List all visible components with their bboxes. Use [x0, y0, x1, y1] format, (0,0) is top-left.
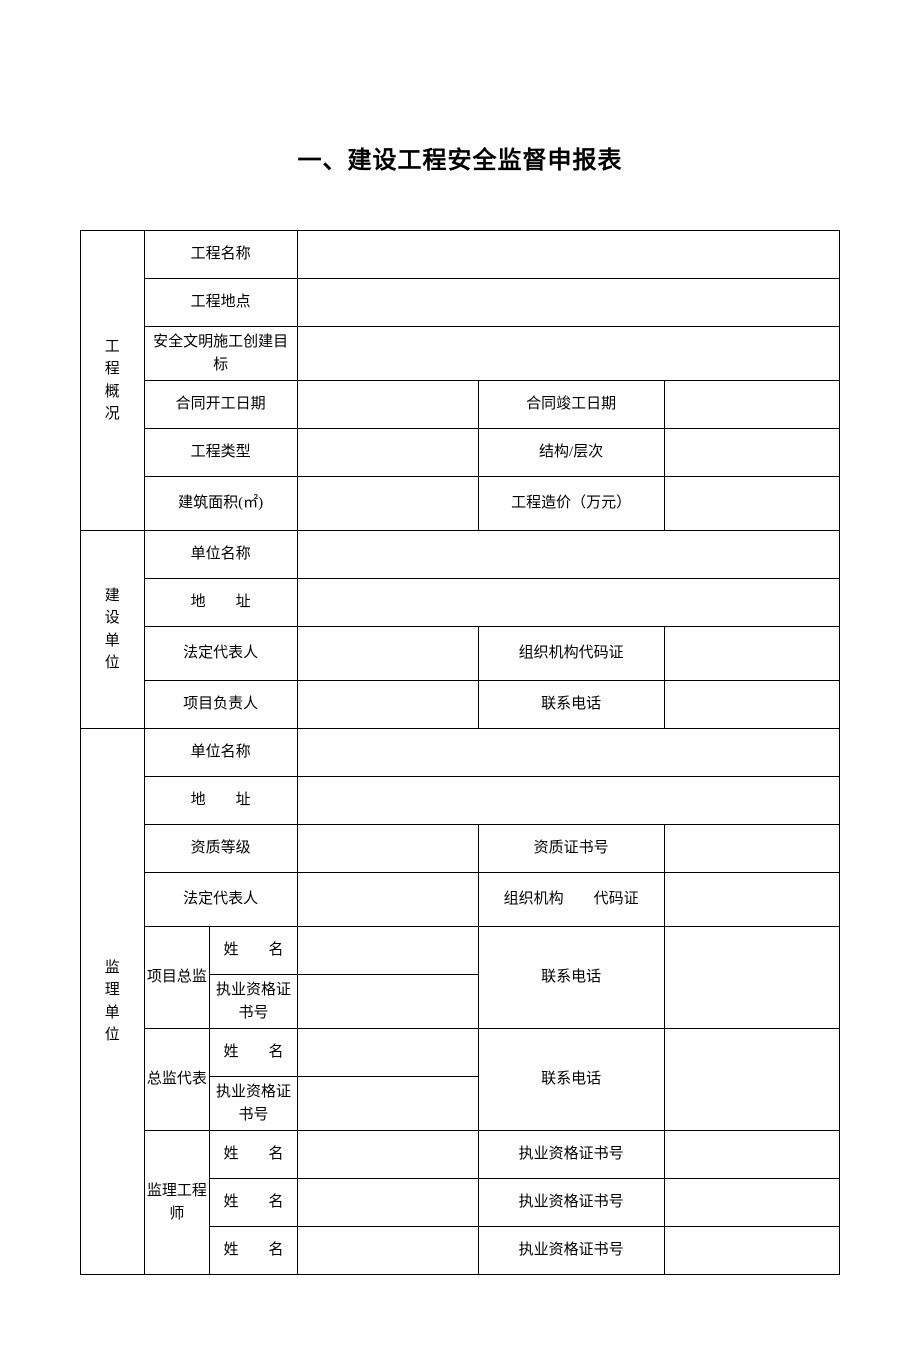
- label-contract-start: 合同开工日期: [144, 381, 297, 429]
- label-contract-end: 合同竣工日期: [478, 381, 664, 429]
- value-sup-eng2-cert: [664, 1179, 839, 1227]
- label-sup-deputy-cert: 执业资格证书号: [210, 1077, 298, 1131]
- label-sup-eng3-name: 姓 名: [210, 1227, 298, 1275]
- label-sup-legal-rep: 法定代表人: [144, 873, 297, 927]
- value-contract-start: [297, 381, 478, 429]
- label-project-location: 工程地点: [144, 279, 297, 327]
- label-sup-director-name: 姓 名: [210, 927, 298, 975]
- value-sup-eng1-name: [297, 1131, 478, 1179]
- label-sup-eng3-cert: 执业资格证书号: [478, 1227, 664, 1275]
- value-cons-legal-rep: [297, 627, 478, 681]
- label-cons-org-code: 组织机构代码证: [478, 627, 664, 681]
- value-sup-eng2-name: [297, 1179, 478, 1227]
- value-sup-address: [297, 777, 839, 825]
- value-project-name: [297, 231, 839, 279]
- label-sup-eng2-cert: 执业资格证书号: [478, 1179, 664, 1227]
- value-sup-deputy-phone: [664, 1029, 839, 1131]
- value-safety-target: [297, 327, 839, 381]
- value-cons-unit-name: [297, 531, 839, 579]
- value-sup-qual-cert: [664, 825, 839, 873]
- label-sup-qual-cert: 资质证书号: [478, 825, 664, 873]
- label-sup-org-code: 组织机构 代码证: [478, 873, 664, 927]
- label-project-type: 工程类型: [144, 429, 297, 477]
- value-area: [297, 477, 478, 531]
- label-sup-deputy: 总监代表: [144, 1029, 210, 1131]
- label-area: 建筑面积(㎡): [144, 477, 297, 531]
- label-sup-director: 项目总监: [144, 927, 210, 1029]
- label-sup-unit-name: 单位名称: [144, 729, 297, 777]
- value-sup-director-phone: [664, 927, 839, 1029]
- label-cons-pm: 项目负责人: [144, 681, 297, 729]
- value-cons-pm: [297, 681, 478, 729]
- label-sup-deputy-name: 姓 名: [210, 1029, 298, 1077]
- value-project-location: [297, 279, 839, 327]
- label-sup-director-phone: 联系电话: [478, 927, 664, 1029]
- value-sup-director-name: [297, 927, 478, 975]
- label-cons-address: 地 址: [144, 579, 297, 627]
- label-sup-director-cert: 执业资格证书号: [210, 975, 298, 1029]
- value-sup-deputy-name: [297, 1029, 478, 1077]
- value-sup-eng3-cert: [664, 1227, 839, 1275]
- label-sup-qual-level: 资质等级: [144, 825, 297, 873]
- value-sup-qual-level: [297, 825, 478, 873]
- label-sup-engineer: 监理工程师: [144, 1131, 210, 1275]
- label-sup-address: 地 址: [144, 777, 297, 825]
- label-structure: 结构/层次: [478, 429, 664, 477]
- label-sup-eng1-cert: 执业资格证书号: [478, 1131, 664, 1179]
- value-project-type: [297, 429, 478, 477]
- value-contract-end: [664, 381, 839, 429]
- value-structure: [664, 429, 839, 477]
- value-cons-org-code: [664, 627, 839, 681]
- value-cons-phone: [664, 681, 839, 729]
- label-project-name: 工程名称: [144, 231, 297, 279]
- label-safety-target: 安全文明施工创建目标: [144, 327, 297, 381]
- label-cons-phone: 联系电话: [478, 681, 664, 729]
- value-sup-legal-rep: [297, 873, 478, 927]
- value-sup-eng3-name: [297, 1227, 478, 1275]
- label-cost: 工程造价（万元）: [478, 477, 664, 531]
- value-sup-org-code: [664, 873, 839, 927]
- section-header-construction: 建 设 单 位: [81, 531, 145, 729]
- value-sup-unit-name: [297, 729, 839, 777]
- value-cons-address: [297, 579, 839, 627]
- page-title: 一、建设工程安全监督申报表: [80, 140, 840, 175]
- section-header-supervision: 监 理 单 位: [81, 729, 145, 1275]
- label-cons-legal-rep: 法定代表人: [144, 627, 297, 681]
- value-cost: [664, 477, 839, 531]
- value-sup-eng1-cert: [664, 1131, 839, 1179]
- value-sup-deputy-cert: [297, 1077, 478, 1131]
- label-sup-deputy-phone: 联系电话: [478, 1029, 664, 1131]
- label-sup-eng2-name: 姓 名: [210, 1179, 298, 1227]
- application-form-table: 工 程 概 况 工程名称 工程地点 安全文明施工创建目标 合同开工日期 合同竣工…: [80, 230, 840, 1275]
- value-sup-director-cert: [297, 975, 478, 1029]
- section-header-project: 工 程 概 况: [81, 231, 145, 531]
- label-sup-eng1-name: 姓 名: [210, 1131, 298, 1179]
- label-cons-unit-name: 单位名称: [144, 531, 297, 579]
